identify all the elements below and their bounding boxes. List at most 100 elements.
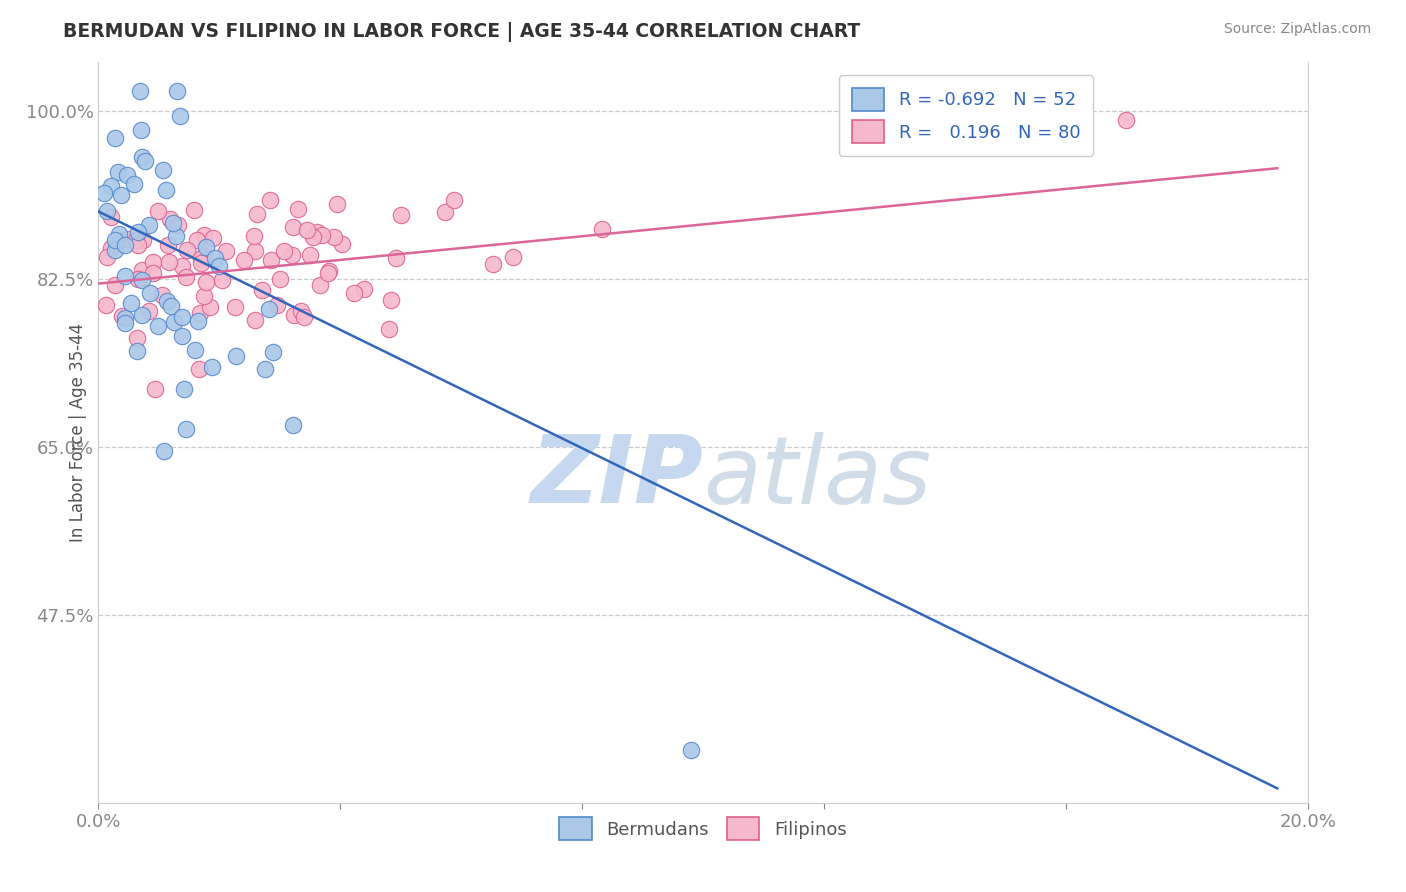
Point (269, 272, 291, 286)
Point (266, 297, 288, 311)
Point (167, 218, 190, 232)
Point (299, 248, 322, 262)
Point (173, 382, 195, 396)
Point (146, 319, 169, 334)
Point (111, 309, 134, 323)
Point (434, 205, 457, 219)
Text: atlas: atlas (703, 432, 931, 523)
Point (281, 248, 304, 262)
Point (190, 251, 212, 265)
Point (114, 237, 136, 252)
Point (193, 227, 215, 242)
Point (246, 207, 269, 221)
Point (201, 359, 224, 374)
Point (502, 250, 524, 264)
Point (380, 293, 402, 307)
Point (243, 229, 266, 244)
Point (193, 249, 215, 263)
Point (281, 220, 304, 235)
Point (322, 230, 344, 244)
Point (353, 282, 375, 296)
Point (127, 225, 149, 239)
Legend: Bermudans, Filipinos: Bermudans, Filipinos (550, 808, 856, 849)
Point (283, 308, 305, 322)
Point (207, 259, 229, 273)
Point (302, 230, 325, 244)
Point (332, 236, 354, 251)
Point (142, 255, 165, 269)
Point (93, 186, 115, 200)
Point (287, 202, 309, 216)
Point (311, 228, 333, 243)
Point (259, 301, 281, 316)
Point (343, 286, 366, 301)
Point (290, 304, 312, 318)
Point (250, 283, 273, 297)
Point (100, 179, 122, 194)
Point (262, 345, 284, 359)
Point (127, 271, 149, 285)
Point (1115, 113, 1137, 128)
Point (143, 382, 166, 396)
Point (194, 275, 217, 289)
Point (193, 289, 215, 303)
Point (114, 268, 136, 283)
Point (156, 293, 179, 308)
Point (172, 310, 194, 324)
Point (157, 255, 180, 269)
Point (165, 228, 187, 243)
Point (150, 288, 173, 302)
Point (326, 197, 349, 211)
Point (292, 310, 315, 324)
Point (245, 244, 267, 258)
Point (318, 266, 340, 280)
Point (100, 210, 122, 224)
Point (125, 233, 148, 247)
Point (131, 263, 153, 277)
Point (259, 193, 281, 207)
Point (125, 330, 148, 344)
Point (132, 233, 155, 247)
Point (107, 165, 129, 179)
Text: BERMUDAN VS FILIPINO IN LABOR FORCE | AGE 35-44 CORRELATION CHART: BERMUDAN VS FILIPINO IN LABOR FORCE | AG… (63, 22, 860, 42)
Point (245, 313, 267, 327)
Point (139, 285, 162, 300)
Point (120, 295, 142, 310)
Point (124, 177, 146, 191)
Point (110, 188, 132, 202)
Point (254, 362, 277, 376)
Point (166, 84, 188, 98)
Point (104, 244, 127, 258)
Point (211, 273, 233, 287)
Point (378, 322, 401, 336)
Point (134, 153, 156, 168)
Point (159, 211, 181, 226)
Point (96, 250, 118, 264)
Point (187, 313, 209, 327)
Point (138, 218, 160, 232)
Point (186, 233, 208, 247)
Point (146, 203, 169, 218)
Point (129, 84, 152, 98)
Point (94, 298, 117, 312)
Point (176, 243, 198, 257)
Point (482, 257, 505, 271)
Point (273, 244, 295, 258)
Point (131, 122, 153, 136)
Point (174, 422, 197, 436)
Point (183, 203, 205, 218)
Point (160, 300, 183, 314)
Point (155, 183, 177, 197)
Point (232, 252, 254, 267)
Point (104, 278, 127, 293)
Point (389, 208, 412, 222)
Point (104, 233, 127, 247)
Point (215, 244, 238, 258)
Point (385, 251, 408, 265)
Point (157, 237, 180, 252)
Point (443, 194, 465, 208)
Point (194, 240, 217, 254)
Point (190, 256, 212, 270)
Point (305, 225, 328, 239)
Point (174, 270, 197, 285)
